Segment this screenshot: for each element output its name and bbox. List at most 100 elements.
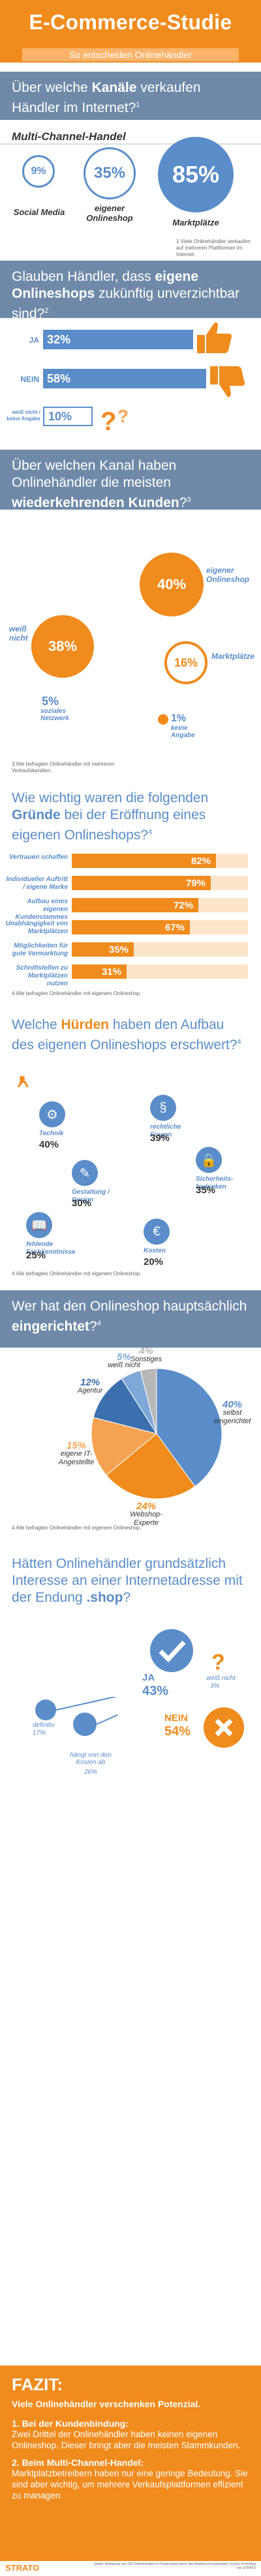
bar-yes: 32% (43, 330, 193, 349)
strato-logo: STRATO (5, 2563, 40, 2573)
fazit-point-1-title: 1. Bei der Kundenbindung: (12, 2418, 129, 2429)
social-media-label: Social Media (13, 207, 65, 217)
pie-category: weiß nicht (108, 1361, 140, 1369)
hurdle-value: 40% (39, 1139, 59, 1150)
source-note: Quelle: Befragung von 300 Onlinehändlern… (93, 2562, 256, 2570)
pie-category: Webshop-Experte (130, 1511, 162, 1527)
reason-label: Individueller Auftritt / eigene Marke (6, 876, 68, 891)
section-heading: Multi-Channel-Handel (12, 130, 126, 143)
reason-value: 35% (108, 944, 129, 955)
divider (0, 143, 261, 145)
fazit-box: FAZIT: Viele Onlinehändler verschenken P… (0, 2366, 261, 2561)
reason-value: 72% (173, 899, 193, 911)
bar-label-no: NEIN (20, 375, 39, 384)
none-dot (158, 714, 168, 725)
subtitle-tab: So entscheiden Onlinehändler (22, 48, 239, 61)
pie-slice (140, 1368, 157, 1434)
svg-text:?: ? (117, 406, 129, 426)
pie-value: 24% (136, 1501, 157, 1512)
question-banner-5: Welche Hürden haben den Aufbau des eigen… (0, 1009, 261, 1066)
reason-value: 82% (191, 855, 211, 867)
hurdle-value: 20% (144, 1256, 164, 1267)
reason-value: 67% (164, 921, 185, 933)
reason-bar: 82% (72, 854, 216, 868)
onlineshop-circle: 35% (84, 147, 136, 199)
question-banner-1: Über welche Kanäle verkaufen Händler im … (0, 72, 261, 120)
svg-text:?: ? (100, 407, 116, 435)
pie-label: 5% weiß nicht (98, 1352, 150, 1370)
none-value: 1% (171, 713, 187, 724)
fazit-lead: Viele Onlinehändler verschenken Potenzia… (12, 2399, 201, 2409)
reason-label: Vertrauen schaffen (8, 854, 68, 861)
bar-unknown: 10% (43, 407, 93, 426)
social-media-circle: 9% (22, 155, 55, 188)
sub2-value: 26% (84, 1769, 97, 1776)
unknown-circle: 38% (31, 615, 94, 678)
reason-bar: 35% (72, 942, 134, 957)
pie-value: 15% (66, 1440, 87, 1451)
pie-category: eigene IT-Angestellte (58, 1450, 95, 1466)
svg-text:?: ? (211, 1650, 225, 1673)
question-banner-7: Hätten Onlinehändler grundsätzlich Inter… (0, 1548, 261, 1610)
yes-value: 43% (142, 1684, 169, 1698)
sub2-label: hängt von den Kosten ab (70, 1752, 112, 1766)
marketplace-circle-label: Marktplätze (211, 652, 255, 661)
footnote: 4 Alle befragten Onlinehändler mit eigen… (12, 991, 142, 996)
hurdle-name: Kosten (144, 1247, 166, 1254)
pie-value: 5% (117, 1352, 131, 1363)
question-mark-icon: ?? (98, 403, 137, 436)
law-icon: § (150, 1095, 176, 1121)
gear-icon: ⚙ (39, 1101, 65, 1127)
pie-value: 12% (80, 1377, 100, 1388)
fazit-point-2-title: 2. Beim Multi-Channel-Handel: (12, 2457, 144, 2468)
shop-circle: 40% (140, 553, 204, 616)
bar-label-unknown: weiß nicht / keine Angabe (7, 409, 40, 422)
question-banner-6: Wer hat den Onlineshop hauptsächlich ein… (0, 1290, 261, 1348)
reason-label: Aufbau eines eigenen Kundenstammes (15, 898, 68, 921)
no-label: NEIN (164, 1713, 188, 1724)
page-title: E-Commerce-Studie (29, 10, 232, 34)
reason-value: 79% (185, 877, 206, 889)
sub3-value: 3% (210, 1683, 220, 1690)
unknown-circle-label: weiß nicht (9, 624, 28, 643)
reason-bar: 31% (72, 964, 127, 979)
hurdle-value: 25% (26, 1250, 46, 1261)
pie-slice (106, 1433, 196, 1499)
marketplace-label: Marktplätze (172, 218, 219, 227)
hurdle-name: fehlende Fachkenntnisse (26, 1241, 76, 1256)
pie-label: 24% Webshop-Experte (120, 1501, 172, 1527)
footnote: 3 Alle befragten Onlinehändler mit mehre… (12, 761, 114, 774)
hurdle-name: Sicherheits-bedenken (196, 1176, 234, 1191)
reason-label: Schnittstellen zu Marktplätzen nutzen (16, 964, 68, 987)
thumbs-up-icon (196, 319, 234, 356)
sub1-value: 17% (33, 1729, 46, 1737)
pie-category: Sonstiges (130, 1355, 162, 1363)
pie-value: 4% (139, 1346, 153, 1357)
pie-slice (93, 1378, 158, 1434)
marketplace-circle-2: 16% (164, 641, 207, 684)
question-mark-icon: ? (207, 1647, 234, 1675)
pie-label: 15% eigene IT-Angestellte (50, 1441, 102, 1467)
pie-value: 40% (222, 1399, 243, 1410)
hurdle-value: 39% (150, 1133, 170, 1144)
question-banner-3: Über welchen Kanal haben Onlinehändler d… (0, 450, 261, 510)
thumbs-down-icon (209, 364, 247, 400)
hurdle-name: rechtliche Fragen (150, 1123, 181, 1138)
no-value: 54% (164, 1724, 191, 1739)
pie-label: 40% selbst eingerichtet (206, 1400, 258, 1426)
pie-category: Agentur (77, 1387, 103, 1395)
pie-category: selbst eingerichtet (213, 1409, 251, 1425)
cross-icon (204, 1707, 244, 1748)
design-icon: ✎ (72, 1160, 98, 1186)
header: E-Commerce-Studie So entscheiden Onlineh… (0, 0, 261, 63)
money-icon: € (144, 1219, 170, 1245)
footnote: 1 Viele Onlinehändler verkaufen auf mehr… (176, 239, 251, 257)
checkmark-icon (150, 1629, 193, 1672)
pie-label: 4% Sonstiges (120, 1346, 172, 1364)
fazit-point-2-text: Marktplatzbetreibern haben nur eine geri… (12, 2468, 248, 2500)
fazit-point-1-text: Zwei Drittel der Onlinehändler haben kei… (12, 2429, 241, 2450)
setup-pie-chart (91, 1368, 223, 1499)
sub3-label: weiß nicht (206, 1675, 236, 1682)
shop-circle-label: eigener Onlineshop (206, 566, 249, 584)
